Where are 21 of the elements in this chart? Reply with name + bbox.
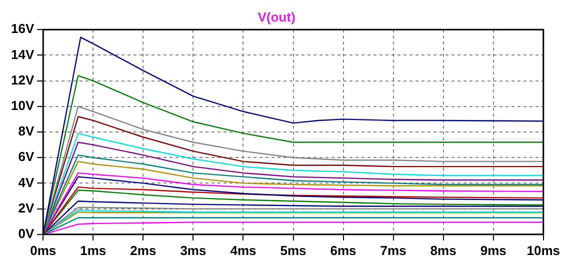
x-tick-label: 10ms <box>526 242 560 258</box>
y-tick-label: 14V <box>10 46 34 62</box>
y-tick-label: 2V <box>18 200 34 216</box>
x-tick-label: 8ms <box>430 242 456 258</box>
x-tick-label: 5ms <box>280 242 306 258</box>
x-tick-label: 4ms <box>230 242 256 258</box>
x-tick-label: 2ms <box>130 242 156 258</box>
y-tick-label: 8V <box>18 124 34 139</box>
y-tick-label: 6V <box>18 149 34 164</box>
y-tick-label: 16V <box>10 21 34 36</box>
y-tick-label: 0V <box>18 226 34 241</box>
x-tick-label: 9ms <box>480 242 506 258</box>
x-tick-label: 6ms <box>330 242 356 258</box>
x-tick-label: 0ms <box>30 242 56 258</box>
y-tick-label: 10V <box>10 98 34 113</box>
x-tick-label: 1ms <box>80 242 106 258</box>
x-tick-label: 7ms <box>380 242 406 258</box>
y-tick-label: 4V <box>18 174 34 190</box>
chart-title: V(out) <box>258 9 296 24</box>
x-tick-label: 3ms <box>180 242 206 258</box>
y-tick-label: 12V <box>10 72 34 88</box>
